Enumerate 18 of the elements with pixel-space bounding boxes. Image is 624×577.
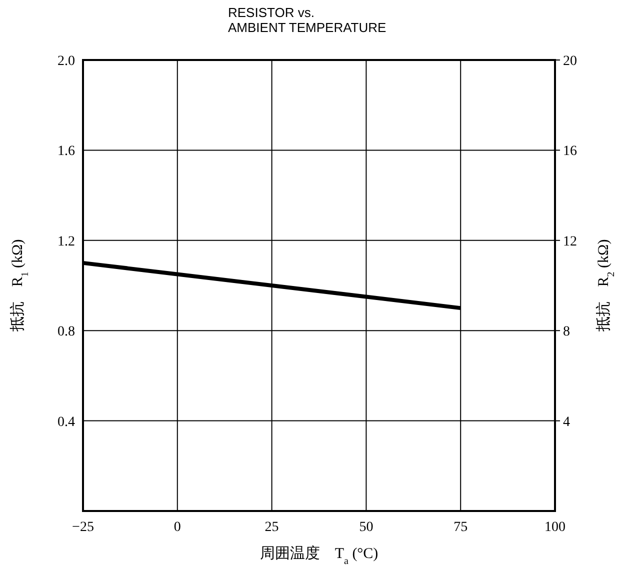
y-tick-label: 0.8 <box>58 324 75 340</box>
y2-tick-label: 16 <box>563 144 577 160</box>
y2-tick-label: 4 <box>563 414 570 430</box>
y2-tick-label: 20 <box>563 54 577 69</box>
x-tick-label: −25 <box>72 520 94 535</box>
chart-title: RESISTOR vs. AMBIENT TEMPERATURE <box>228 5 387 35</box>
x-axis-title: 周囲温度 T$_{a}$ (°C) <box>260 545 378 566</box>
y-tick-label: 1.6 <box>58 144 75 160</box>
x-tick-label: 50 <box>359 520 374 535</box>
x-tick-label: 75 <box>454 520 468 535</box>
y-tick-label: 1.2 <box>58 234 75 250</box>
x-tick-label: 0 <box>174 520 181 535</box>
y-tick-label: 0.4 <box>58 414 75 430</box>
y2-tick-label: 8 <box>563 324 570 340</box>
x-tick-label: 25 <box>264 520 279 535</box>
y-tick-label: 2.0 <box>58 54 75 69</box>
y2-tick-label: 12 <box>563 234 577 250</box>
x-tick-label: 100 <box>544 520 566 535</box>
